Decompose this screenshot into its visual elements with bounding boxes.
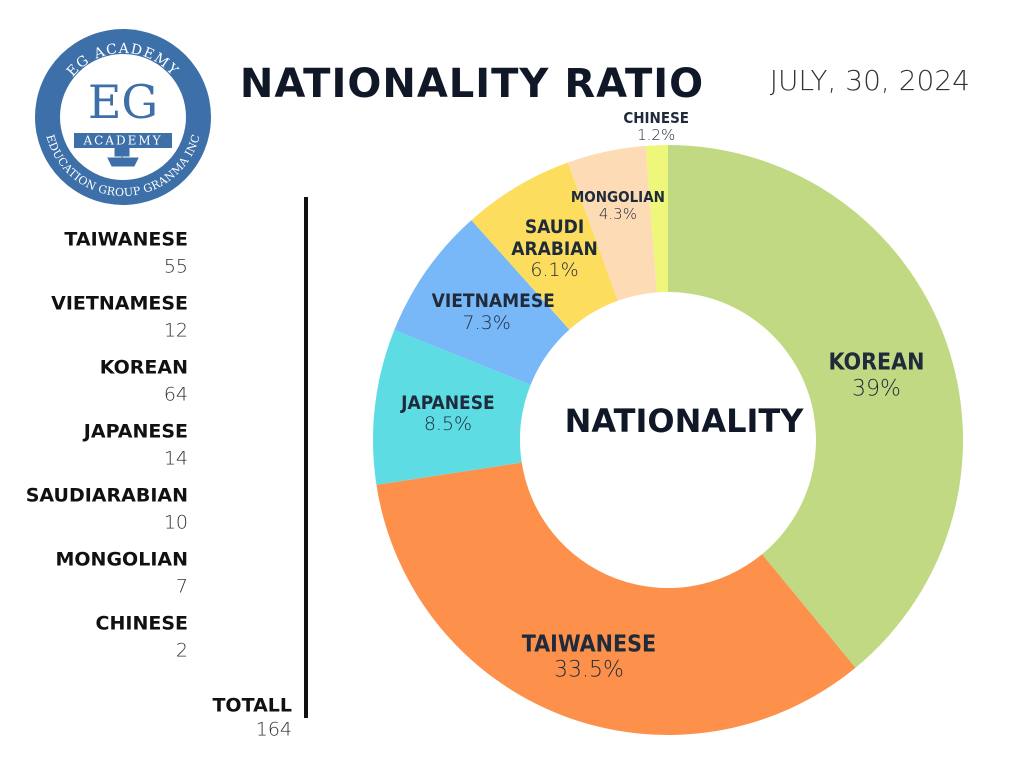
logo: EG ACADEMY EDUCATION GROUP GRANMA INC EG… <box>35 29 211 205</box>
slice-value: 39% <box>852 376 901 402</box>
slice <box>471 162 618 330</box>
slice <box>668 145 964 668</box>
slice-name: MONGOLIAN <box>570 187 665 206</box>
total-value: 164 <box>256 719 292 741</box>
slice-value: 4.3% <box>598 204 637 223</box>
donut-chart <box>373 145 964 735</box>
row-name: CHINESE <box>96 613 188 635</box>
slice-name: SAUDI ARABIAN <box>511 215 598 260</box>
slice <box>373 330 531 485</box>
row-count: 7 <box>176 576 188 598</box>
row-name: SAUDIARABIAN <box>26 485 188 507</box>
slice <box>645 145 668 293</box>
slice-label: TAIWANESE 33.5% <box>509 631 669 683</box>
chart-title: NATIONALITY RATIO <box>240 61 704 107</box>
slice-name: VIETNAMESE <box>431 289 555 312</box>
slice-name: TAIWANESE <box>521 631 657 658</box>
logo-ship <box>107 145 139 167</box>
slice-label: CHINESE 1.2% <box>601 108 711 145</box>
slice-value: 33.5% <box>554 657 624 683</box>
row-name: JAPANESE <box>82 421 188 443</box>
slice-name: JAPANESE <box>401 391 495 414</box>
center-label: NATIONALITY <box>565 402 805 440</box>
slice <box>567 145 657 301</box>
slice-value: 1.2% <box>637 126 676 145</box>
slice-label: SAUDI ARABIAN 6.1% <box>500 215 610 283</box>
slice-value: 8.5% <box>423 413 473 436</box>
row-name: TAIWANESE <box>64 229 188 251</box>
row-name: MONGOLIAN <box>56 549 189 571</box>
slice-value: 7.3% <box>462 311 511 334</box>
slice <box>376 462 856 735</box>
row-name: VIETNAMESE <box>51 293 188 315</box>
row-count: 55 <box>164 256 188 278</box>
row-count: 12 <box>164 320 188 342</box>
logo-initials: EG <box>88 75 158 129</box>
row-count: 2 <box>176 640 188 662</box>
slice-label: JAPANESE 8.5% <box>393 391 503 437</box>
row-count: 10 <box>164 512 188 534</box>
summary-list: TAIWANESE 55 VIETNAMESE 12 KOREAN 64 JAPANESE 1… <box>26 229 292 741</box>
slice-name: CHINESE <box>623 108 690 127</box>
slice-name: KOREAN <box>828 349 925 376</box>
row-count: 14 <box>164 448 188 470</box>
slice-value: 6.1% <box>530 259 579 282</box>
total-label: TOTALL <box>212 695 292 717</box>
row-count: 64 <box>164 384 188 406</box>
slice-label: VIETNAMESE 7.3% <box>431 289 555 335</box>
slice-label: KOREAN 39% <box>796 350 956 402</box>
date: JULY, 30, 2024 <box>770 64 970 97</box>
slice-label: MONGOLIAN 4.3% <box>563 187 673 224</box>
slice <box>394 220 570 385</box>
row-name: KOREAN <box>100 357 188 379</box>
logo-band <box>74 133 172 148</box>
logo-name: ACADEMY <box>82 134 162 148</box>
